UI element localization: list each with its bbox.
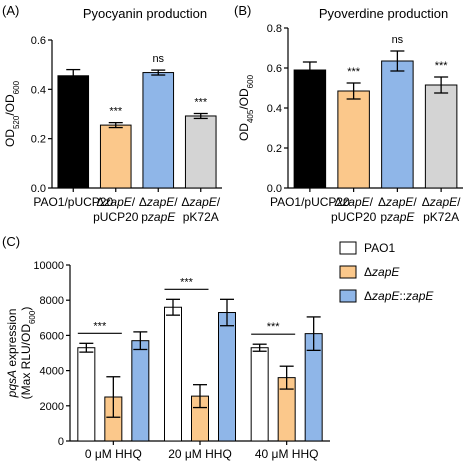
panel-b-y-axis-label: OD405/OD600 [237, 74, 255, 141]
panel-c-y-axis-label: pqsA expression [5, 309, 19, 399]
panel-b-significance-label: *** [347, 66, 361, 78]
panel-b-y-tick-label: 0.8 [267, 23, 282, 35]
panel-c-y-tick-label: 0 [58, 436, 64, 448]
panel-c-y-axis-label-line2: (Max RLU/OD600) [19, 307, 37, 400]
panel-b-bar [381, 60, 414, 189]
panel-a-bar [99, 124, 132, 189]
panel-a-significance-label: *** [109, 106, 123, 118]
panel-c-bar [77, 347, 96, 442]
panel-a-category-label: ΔzapE/pzapE [139, 195, 178, 224]
panel-c-bar [164, 306, 182, 442]
panel-b: (B) Pyoverdine production 0.0 0.2 0.4 0.6 0.8 O… [234, 3, 463, 224]
panel-b-category-label: ΔzapE/pzapE [378, 195, 417, 224]
panel-b-significance-label: *** [435, 60, 449, 72]
panel-b-y-tick-label: 0.2 [267, 143, 282, 155]
panel-b-category-label: ΔzapE/pK72A [422, 195, 461, 224]
panel-a: (A) Pyocyanin production 0.0 0.2 0.4 0.6 OD520… [2, 3, 222, 224]
panel-b-category-label: ΔzapE/pUCP20 [331, 195, 377, 224]
panel-a-category-label: PAO1/pUCP20 [33, 195, 113, 209]
panel-c-legend-swatch [339, 241, 357, 255]
panel-c-legend-swatch [339, 289, 357, 303]
panel-a-bar [57, 75, 90, 189]
panel-a-y-tick-label: 0.2 [31, 134, 46, 146]
panel-c-legend-label: PAO1 [364, 241, 395, 255]
panel-c-significance-label: *** [180, 276, 194, 288]
panel-c-panel-label: (C) [2, 234, 20, 249]
panel-c: (C) 0 2000 4000 6000 8000 10000 pqsA expression… [2, 234, 434, 461]
panel-a-significance-label: *** [194, 97, 208, 109]
panel-b-bar [424, 84, 458, 189]
panel-b-significance-label: ns [392, 34, 404, 46]
panel-a-bar [142, 72, 175, 189]
panel-c-y-tick-label: 2000 [40, 401, 64, 413]
panel-b-category-label: PAO1/pUCP20 [270, 195, 350, 209]
panel-a-title: Pyocyanin production [83, 6, 207, 21]
panel-c-y-tick-label: 4000 [40, 366, 64, 378]
panel-a-category-label: ΔzapE/pK72A [181, 195, 220, 224]
panel-c-significance-label: *** [267, 321, 281, 333]
panel-b-bar [293, 69, 327, 189]
panel-c-category-label: 20 μM HHQ [168, 447, 232, 461]
panel-c-y-tick-label: 6000 [40, 330, 64, 342]
panel-b-panel-label: (B) [234, 3, 251, 18]
panel-c-legend-label: ΔzapE [364, 265, 400, 279]
panel-c-legend-swatch [339, 265, 357, 279]
panel-a-y-tick-label: 0.4 [31, 84, 46, 96]
panel-a-y-tick-label: 0.0 [31, 183, 46, 195]
panel-b-bar [337, 90, 370, 189]
panel-a-panel-label: (A) [2, 3, 19, 18]
panel-c-category-label: 40 μM HHQ [255, 447, 319, 461]
panel-c-y-tick-label: 8000 [40, 295, 64, 307]
panel-c-legend-label: ΔzapE::zapE [364, 289, 434, 303]
panel-a-y-tick-label: 0.6 [31, 35, 46, 47]
panel-c-category-label: 0 μM HHQ [85, 447, 142, 461]
panel-c-bar [250, 347, 269, 442]
panel-c-significance-label: *** [93, 320, 107, 332]
panel-a-y-axis-label: OD520/OD600 [3, 80, 21, 147]
panel-a-category-label: ΔzapE/pUCP20 [93, 195, 139, 224]
panel-a-significance-label: ns [152, 53, 164, 65]
panel-b-y-tick-label: 0.6 [267, 63, 282, 75]
panel-c-bar [218, 312, 236, 442]
panel-a-bar [184, 115, 217, 189]
panel-b-y-tick-label: 0.0 [267, 183, 282, 195]
panel-c-y-tick-label: 10000 [33, 260, 64, 272]
panel-c-bar [131, 340, 150, 442]
panel-b-y-tick-label: 0.4 [267, 103, 282, 115]
panel-b-title: Pyoverdine production [319, 6, 448, 21]
